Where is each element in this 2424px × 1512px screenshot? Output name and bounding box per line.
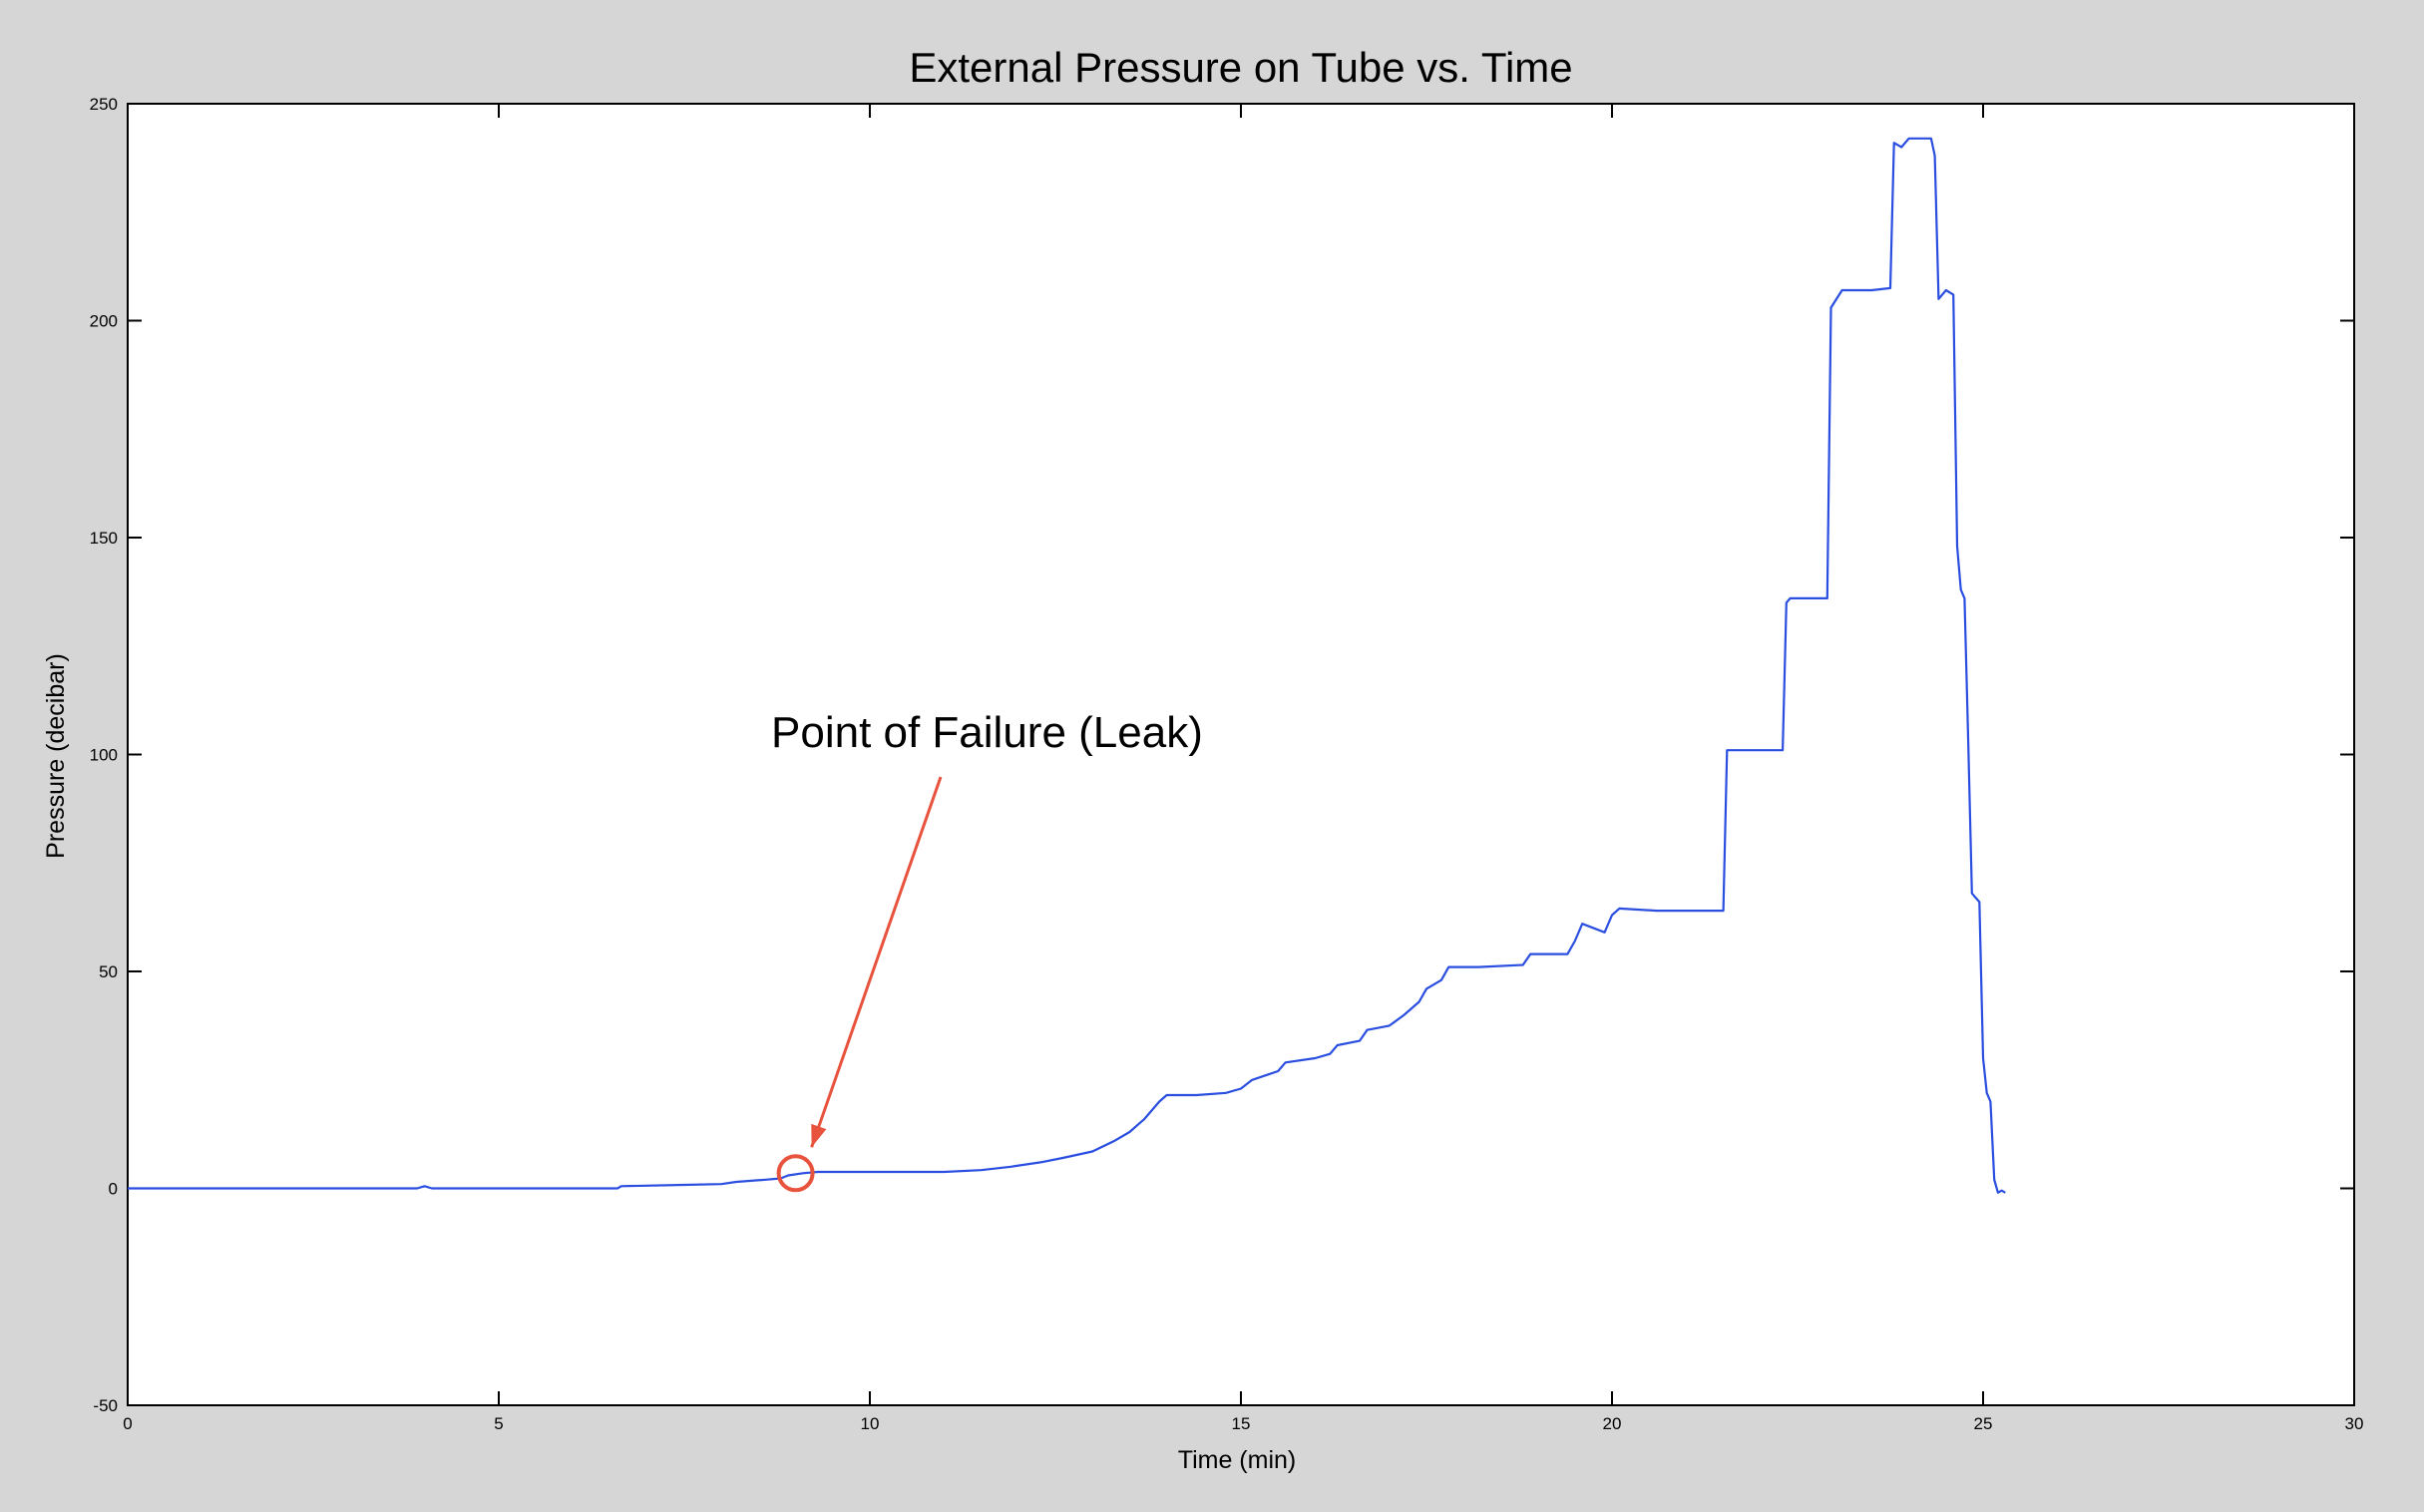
failure-point-marker — [776, 1154, 815, 1193]
y-axis-label: Pressure (decibar) — [42, 653, 70, 859]
y-tick-label: 200 — [90, 312, 118, 331]
annotation-arrowhead — [811, 1123, 827, 1148]
x-tick-label: 25 — [1974, 1414, 1993, 1433]
y-tick-label: 50 — [99, 962, 118, 981]
x-tick-label: 30 — [2345, 1414, 2364, 1433]
y-tick-label: 250 — [90, 95, 118, 114]
x-tick-label: 10 — [861, 1414, 880, 1433]
x-axis-label: Time (min) — [1178, 1446, 1297, 1474]
chart-title: External Pressure on Tube vs. Time — [909, 44, 1572, 91]
x-tick-label: 5 — [494, 1414, 503, 1433]
y-tick-label: 0 — [109, 1180, 118, 1199]
x-tick-label: 0 — [123, 1414, 132, 1433]
annotation-label: Point of Failure (Leak) — [771, 708, 1203, 757]
y-tick-label: -50 — [93, 1396, 118, 1415]
y-tick-label: 150 — [90, 529, 118, 548]
plot-area — [127, 103, 2355, 1406]
axis-ticks — [127, 103, 2355, 1406]
axis-tick-labels: 0 5 10 15 20 25 30 -50 0 50 100 150 200 250 — [90, 95, 2364, 1433]
pressure-series-line — [128, 137, 2006, 1194]
y-tick-label: 100 — [90, 746, 118, 765]
x-tick-label: 15 — [1232, 1414, 1251, 1433]
x-tick-label: 20 — [1603, 1414, 1622, 1433]
annotation-arrow — [810, 776, 943, 1148]
